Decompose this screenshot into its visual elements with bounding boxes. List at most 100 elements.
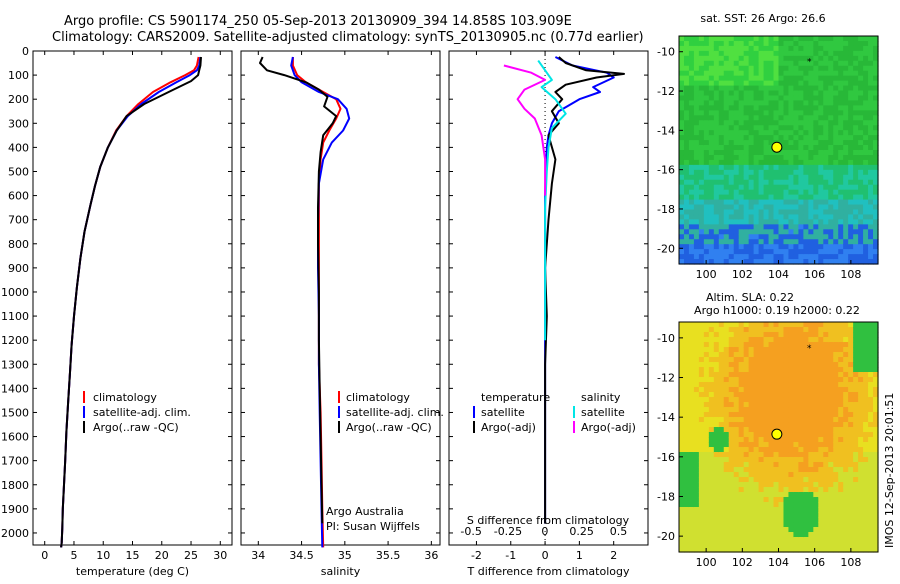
map-cell <box>698 135 705 141</box>
map-cell <box>823 229 829 235</box>
map-cell <box>848 209 854 216</box>
map-cell <box>768 239 775 245</box>
map-cell <box>823 452 829 458</box>
map-cell <box>748 50 755 57</box>
map-cell <box>773 522 780 528</box>
map-cell <box>748 130 755 136</box>
map-cell <box>788 189 795 196</box>
map-cell <box>848 125 854 131</box>
map-cell <box>808 337 814 343</box>
map-cell <box>813 115 819 121</box>
map-cell <box>873 517 879 523</box>
map-cell <box>798 487 804 493</box>
map-cell <box>843 154 849 161</box>
map-cell <box>698 75 705 82</box>
map-cell <box>858 130 864 136</box>
map-cell <box>778 80 785 87</box>
map-cell <box>798 527 804 533</box>
map-cell <box>848 110 854 116</box>
map-cell <box>838 427 844 433</box>
map-cell <box>818 65 824 72</box>
map-cell <box>723 194 730 201</box>
map-cell <box>858 234 864 240</box>
map-cell <box>728 95 735 102</box>
map-cell <box>853 332 859 338</box>
map-cell <box>683 427 690 433</box>
map-cell <box>853 244 859 250</box>
map-cell <box>683 407 690 413</box>
map-cell <box>743 239 750 245</box>
map-cell <box>703 477 710 483</box>
map-cell <box>863 392 869 398</box>
map-cell <box>753 189 760 196</box>
map-cell <box>793 502 799 508</box>
map-cell <box>803 337 809 343</box>
map-cell <box>688 214 695 220</box>
map-cell <box>793 60 799 67</box>
map-cell <box>803 532 809 538</box>
map-cell <box>853 397 859 403</box>
map-cell <box>748 507 755 513</box>
x-tick-label: 102 <box>732 268 753 281</box>
map-cell <box>718 437 725 443</box>
map-cell <box>843 382 849 388</box>
map-cell <box>863 140 869 146</box>
map-cell <box>813 447 819 453</box>
map-cell <box>768 199 775 206</box>
map-cell <box>778 50 785 57</box>
map-cell <box>798 482 804 488</box>
map-cell <box>683 442 690 448</box>
map-cell <box>713 234 720 240</box>
map-cell <box>838 154 844 161</box>
map-cell <box>763 457 770 463</box>
map-cell <box>713 110 720 116</box>
map-cell <box>863 477 869 483</box>
map-cell <box>693 407 700 413</box>
map-cell <box>818 36 824 42</box>
map-cell <box>793 417 799 423</box>
map-cell <box>853 382 859 388</box>
map-cell <box>868 437 874 443</box>
map-cell <box>748 357 755 363</box>
map-cell <box>763 184 770 191</box>
map-cell <box>758 347 765 353</box>
map-cell <box>688 199 695 206</box>
map-cell <box>703 184 710 191</box>
map-cell <box>773 130 780 136</box>
map-cell <box>723 392 730 398</box>
map-cell <box>843 224 849 230</box>
map-cell <box>778 239 785 245</box>
map-cell <box>748 522 755 528</box>
map-cell <box>823 239 829 245</box>
map-cell <box>713 229 720 235</box>
map-cell <box>708 392 715 398</box>
map-cell <box>688 482 695 488</box>
map-cell <box>793 45 799 52</box>
map-cell <box>718 397 725 403</box>
map-cell <box>679 36 685 42</box>
map-cell <box>733 372 740 378</box>
map-cell <box>803 150 809 156</box>
map-cell <box>763 442 770 448</box>
map-cell <box>863 135 869 141</box>
map-cell <box>743 194 750 201</box>
map-cell <box>683 357 690 363</box>
map-cell <box>723 357 730 363</box>
map-cell <box>713 372 720 378</box>
map-cell <box>723 80 730 87</box>
map-cell <box>783 75 790 82</box>
map-cell <box>743 347 750 353</box>
map-cell <box>803 164 809 171</box>
map-cell <box>703 362 710 368</box>
map-cell <box>803 174 809 181</box>
map-cell <box>703 382 710 388</box>
map-cell <box>758 332 765 338</box>
map-cell <box>733 145 740 151</box>
map-cell <box>758 214 765 220</box>
map-cell <box>763 522 770 528</box>
map-cell <box>803 80 809 87</box>
map-cell <box>753 382 760 388</box>
map-cell <box>688 547 695 553</box>
map-cell <box>758 189 765 196</box>
map-cell <box>858 382 864 388</box>
